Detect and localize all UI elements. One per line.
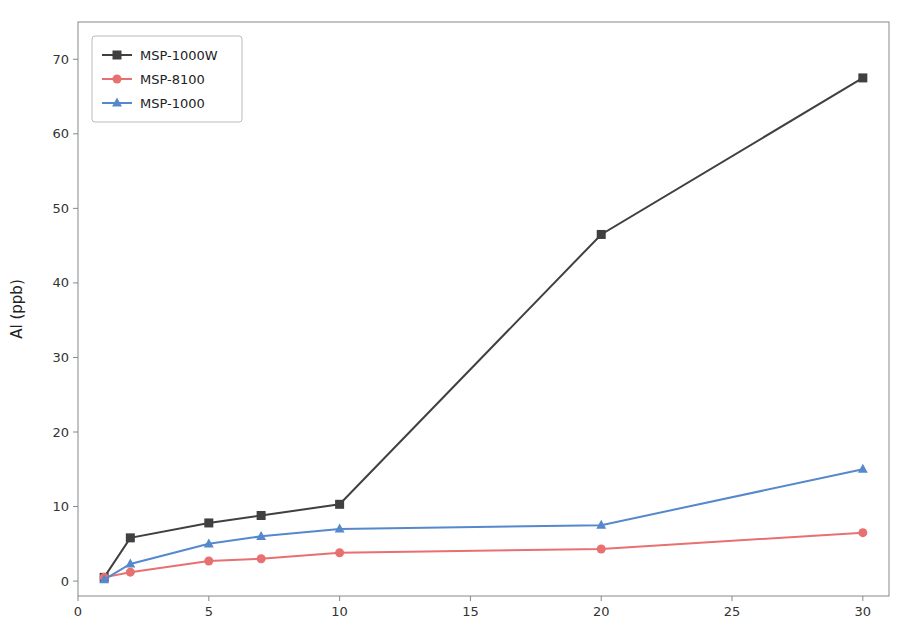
data-point — [596, 520, 606, 529]
chart: 0 5 10 15 20 25 30 0 10 20 30 40 50 60 70 Al (ppb) MSP-1… — [0, 0, 911, 642]
y-tick — [73, 133, 78, 134]
x-tick-label: 15 — [462, 604, 479, 619]
x-tick-label: 20 — [593, 604, 610, 619]
data-point — [858, 73, 867, 82]
x-tick — [339, 596, 340, 601]
x-tick-label: 0 — [74, 604, 82, 619]
y-axis-label: Al (ppb) — [8, 279, 26, 338]
data-point — [858, 464, 868, 473]
data-point — [257, 554, 266, 563]
y-tick-label: 60 — [52, 126, 69, 141]
plot-frame — [78, 22, 889, 596]
y-tick — [73, 432, 78, 433]
legend-label: MSP-8100 — [140, 72, 205, 87]
data-point — [858, 528, 867, 537]
x-tick-label: 25 — [724, 604, 741, 619]
legend-marker — [113, 75, 122, 84]
data-point — [597, 230, 606, 239]
data-point — [335, 524, 345, 533]
y-tick-label: 30 — [52, 350, 69, 365]
data-point — [126, 533, 135, 542]
y-tick-label: 50 — [52, 201, 69, 216]
y-tick — [73, 506, 78, 507]
y-tick-label: 10 — [52, 499, 69, 514]
x-tick — [862, 596, 863, 601]
y-tick — [73, 282, 78, 283]
legend-box — [92, 36, 242, 122]
series-line — [104, 533, 863, 578]
x-tick — [732, 596, 733, 601]
legend-label: MSP-1000 — [140, 96, 205, 111]
data-point — [99, 574, 109, 583]
x-tick-label: 30 — [855, 604, 872, 619]
data-point — [125, 559, 135, 568]
y-tick-label: 70 — [52, 52, 69, 67]
legend-marker — [113, 51, 122, 60]
x-tick — [601, 596, 602, 601]
x-tick — [78, 596, 79, 601]
data-point — [257, 511, 266, 520]
x-tick — [470, 596, 471, 601]
data-point — [335, 548, 344, 557]
y-tick — [73, 581, 78, 582]
data-point — [204, 556, 213, 565]
data-point — [126, 568, 135, 577]
series-line — [104, 78, 863, 577]
y-tick-label: 0 — [61, 574, 69, 589]
data-point — [256, 531, 266, 540]
y-tick-label: 40 — [52, 275, 69, 290]
data-point — [335, 500, 344, 509]
legend: MSP-1000W MSP-8100 MSP-1000 — [92, 36, 242, 122]
x-tick-label: 10 — [331, 604, 348, 619]
x-tick-label: 5 — [205, 604, 213, 619]
y-tick — [73, 59, 78, 60]
legend-marker — [112, 98, 122, 107]
data-point — [597, 545, 606, 554]
legend-label: MSP-1000W — [140, 48, 218, 63]
x-tick — [208, 596, 209, 601]
series-line — [104, 469, 863, 579]
data-point — [204, 538, 214, 547]
chart-container: 0 5 10 15 20 25 30 0 10 20 30 40 50 60 70 Al (ppb) MSP-1… — [0, 0, 911, 642]
y-tick — [73, 357, 78, 358]
data-layer — [99, 73, 868, 583]
y-tick-label: 20 — [52, 425, 69, 440]
y-tick — [73, 208, 78, 209]
data-point — [204, 518, 213, 527]
